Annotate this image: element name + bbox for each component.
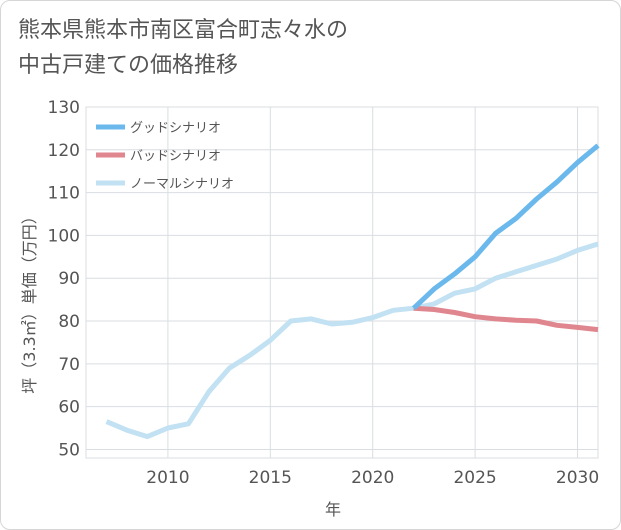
y-tick-labels: 50 60 70 80 90 100 110 120 130 [48,98,80,460]
plot-area [85,106,599,459]
legend-label: ノーマルシナリオ [130,177,234,192]
x-tick-label: 2030 [556,468,599,488]
y-axis-label: 坪（3.3㎡）単価（万円） [20,208,39,393]
y-tick-label: 60 [58,398,80,418]
y-tick-label: 100 [48,226,80,246]
y-tick-label: 90 [58,269,80,289]
x-tick-label: 2020 [351,468,394,488]
x-tick-label: 2015 [249,468,292,488]
legend-label: グッドシナリオ [130,121,221,136]
series-line-3 [105,241,599,440]
y-tick-label: 120 [48,141,80,161]
series-line-1 [411,143,600,311]
y-tick-label: 110 [48,184,80,204]
chart-title-line1: 熊本県熊本市南区富合町志々水の [18,18,349,43]
y-tick-label: 50 [58,440,80,460]
chart-title: 熊本県熊本市南区富合町志々水の 中古戸建ての価格推移 [18,13,578,83]
chart-title-line2: 中古戸建ての価格推移 [18,53,239,78]
series-line-2 [413,305,599,333]
series-lines [105,143,600,440]
x-tick-label: 2025 [453,468,496,488]
legend-label: バッドシナリオ [130,149,221,164]
x-axis-label: 年 [325,500,341,519]
y-tick-label: 70 [58,355,80,375]
x-tick-label: 2010 [146,468,189,488]
y-tick-label: 80 [58,312,80,332]
y-tick-label: 130 [48,98,80,118]
x-tick-labels: 2010 2015 2020 2025 2030 [146,468,599,488]
